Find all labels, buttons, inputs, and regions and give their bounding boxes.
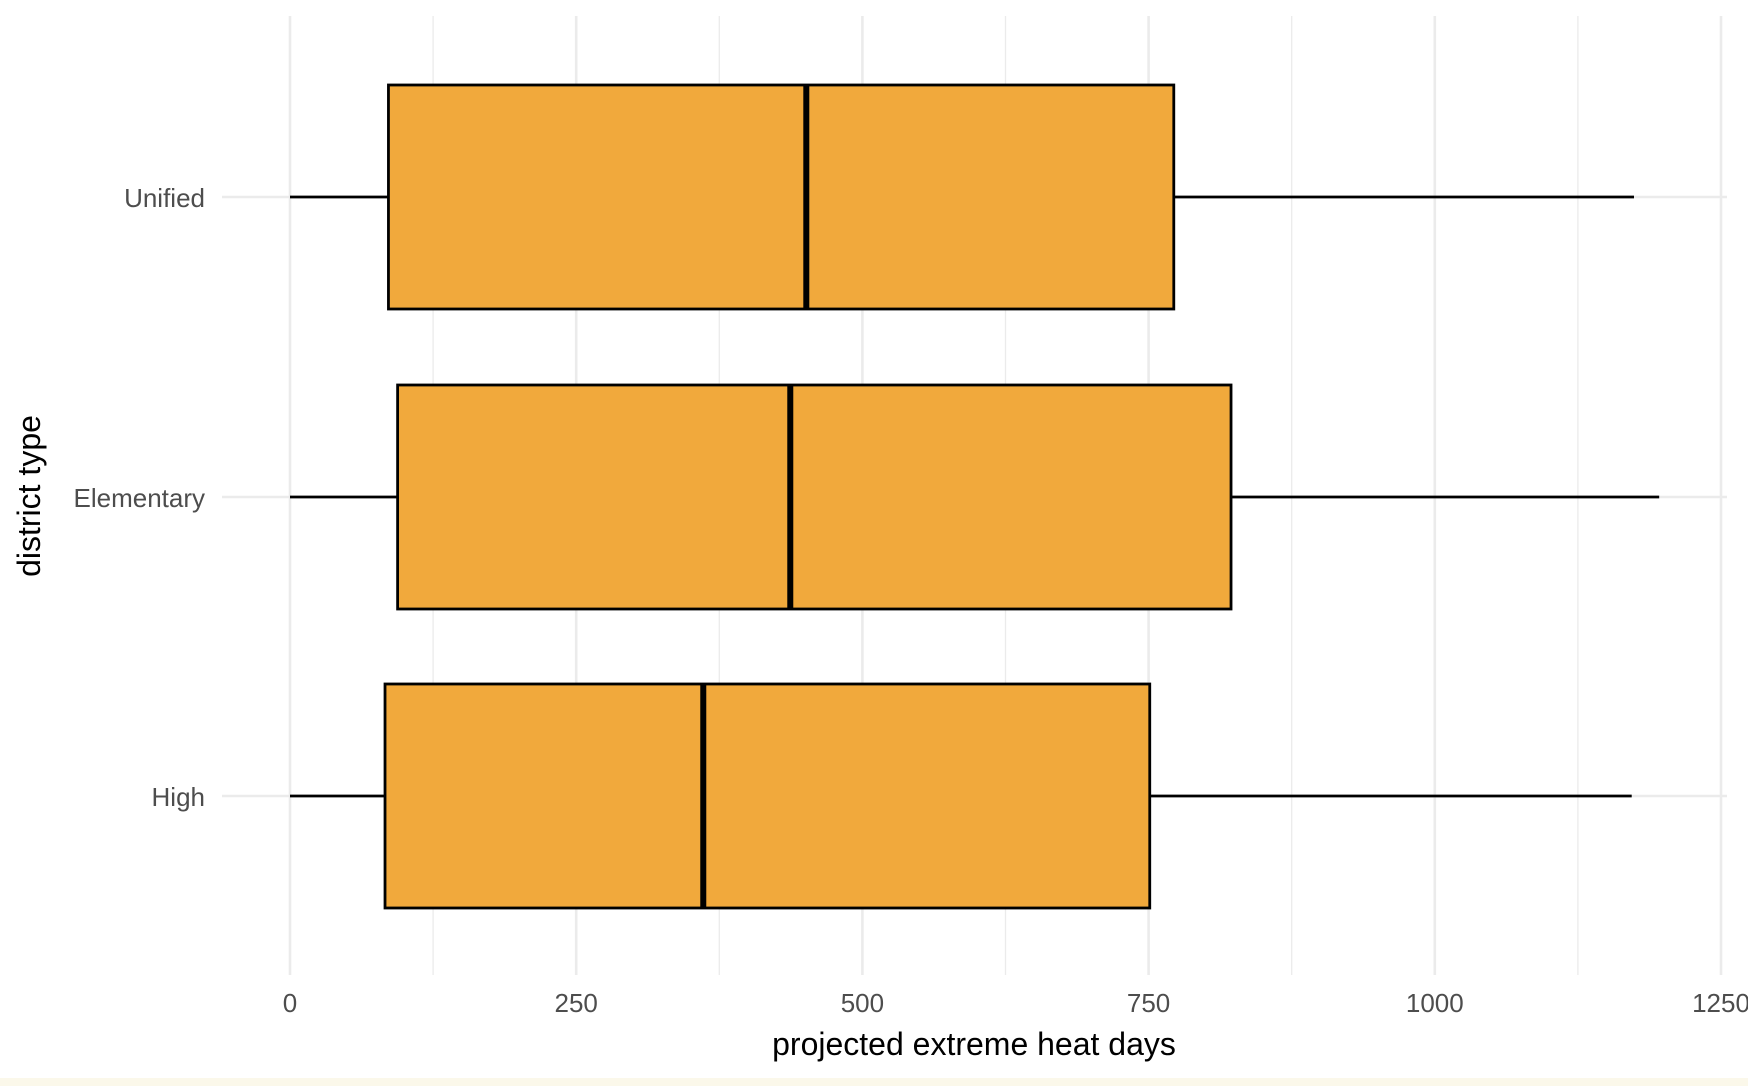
y-tick-label: High [152,782,205,812]
x-tick-label: 500 [841,988,884,1018]
boxplot-unified [290,83,1634,311]
y-axis-title: district type [11,415,47,577]
x-axis-tick-labels: 0 250 500 750 1000 1250 [283,988,1748,1018]
box-iqr [396,383,1233,611]
box-iqr [387,83,1176,311]
boxplot-high [290,682,1632,910]
box-iqr [383,682,1152,910]
y-axis-tick-labels: Unified Elementary High [74,183,206,812]
x-axis-title: projected extreme heat days [772,1026,1176,1062]
x-tick-label: 1250 [1692,988,1748,1018]
x-tick-label: 750 [1127,988,1170,1018]
boxplot-elementary [290,383,1660,611]
x-tick-label: 250 [555,988,598,1018]
y-tick-label: Unified [124,183,205,213]
x-tick-label: 0 [283,988,297,1018]
y-tick-label: Elementary [74,483,206,513]
boxplot-series [290,83,1660,910]
x-tick-label: 1000 [1406,988,1464,1018]
